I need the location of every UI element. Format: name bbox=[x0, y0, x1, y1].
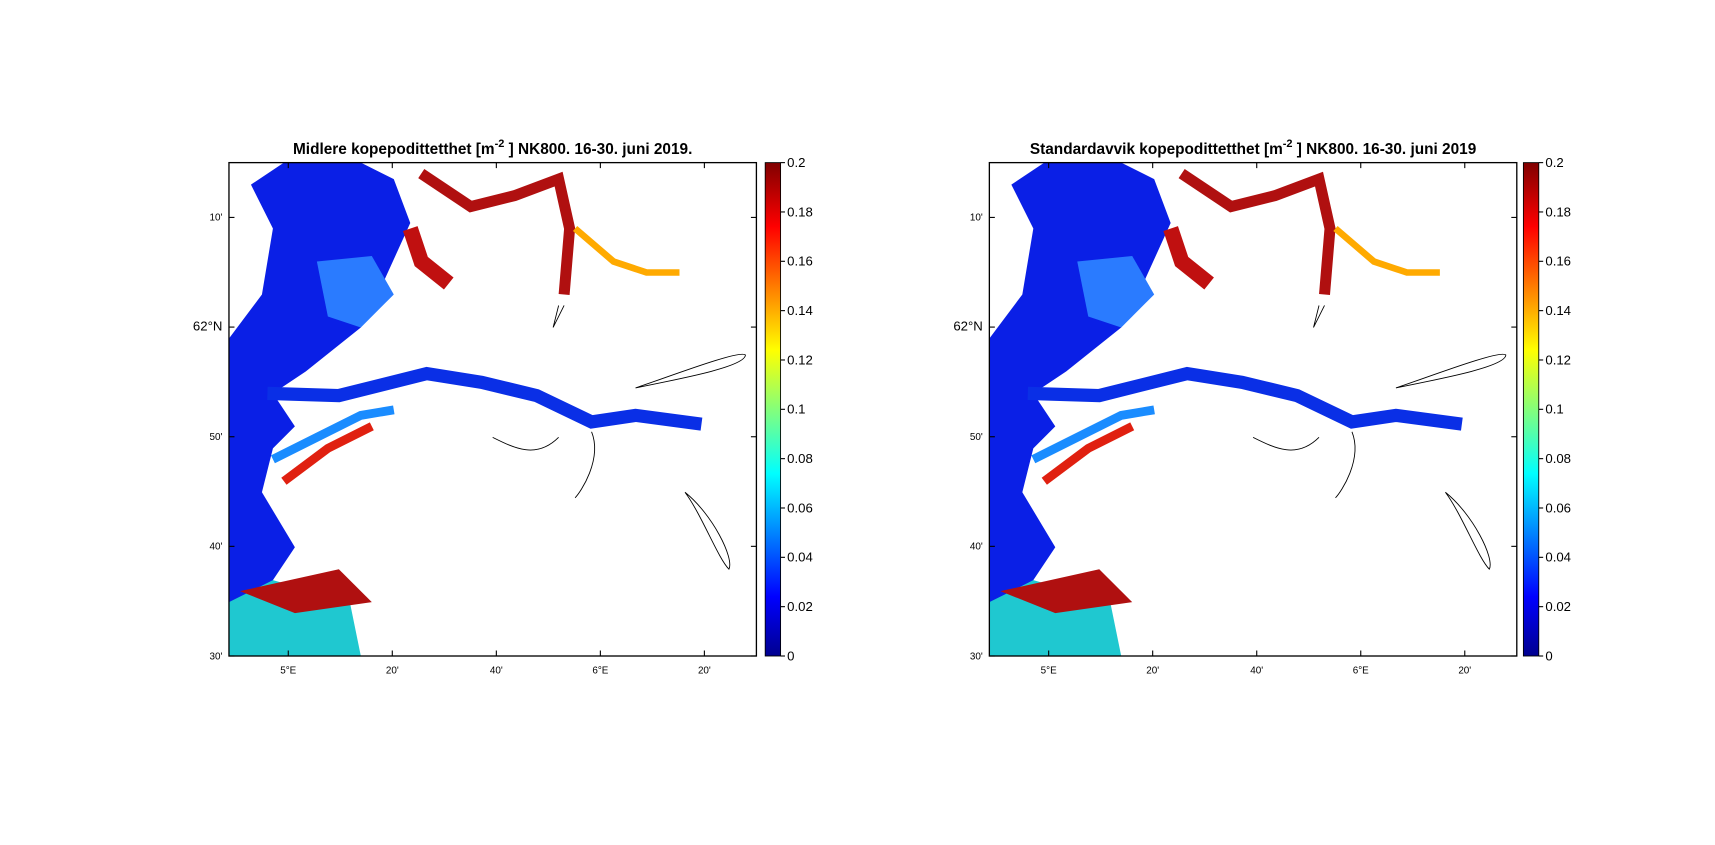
colorbar bbox=[764, 162, 782, 657]
x-tick-label: 20' bbox=[1146, 666, 1159, 677]
colorbar-tick-label: 0.06 bbox=[1545, 500, 1571, 515]
colorbar-tick-label: 0.12 bbox=[787, 352, 813, 367]
map-field bbox=[989, 163, 1505, 656]
x-tick-label: 40' bbox=[1250, 666, 1263, 677]
y-tick-label: 62°N bbox=[193, 318, 222, 333]
title-text-end: ] NK800. 16-30. juni 2019. bbox=[504, 141, 692, 158]
panel-title: Midlere kopepodittetthet [m-2 ] NK800. 1… bbox=[293, 138, 692, 158]
y-tick-label: 50' bbox=[970, 432, 983, 443]
colorbar-tick-label: 0.16 bbox=[1545, 254, 1571, 269]
title-sup: -2 bbox=[1283, 138, 1293, 150]
x-tick-label: 20' bbox=[1458, 666, 1471, 677]
colorbar-tick-label: 0.04 bbox=[787, 550, 813, 565]
colorbar-tick-label: 0.18 bbox=[1545, 204, 1571, 219]
x-tick-label: 6°E bbox=[1353, 666, 1369, 677]
map-field bbox=[229, 163, 745, 656]
colorbar-tick-label: 0.16 bbox=[787, 254, 813, 269]
map-panel: Midlere kopepodittetthet [m-2 ] NK800. 1… bbox=[193, 138, 813, 676]
panel-title: Standardavvik kopepodittetthet [m-2 ] NK… bbox=[1030, 138, 1476, 158]
y-tick-label: 40' bbox=[970, 542, 983, 553]
y-tick-label: 40' bbox=[210, 542, 223, 553]
colorbar-tick-label: 0.18 bbox=[787, 204, 813, 219]
colorbar-tick-label: 0.04 bbox=[1545, 550, 1571, 565]
x-tick-label: 20' bbox=[698, 666, 711, 677]
y-tick-label: 30' bbox=[970, 651, 983, 662]
colorbar-tick-label: 0.1 bbox=[787, 402, 805, 417]
colorbar-tick-label: 0 bbox=[787, 648, 794, 663]
colorbar-tick-label: 0.06 bbox=[787, 500, 813, 515]
y-tick-label: 50' bbox=[210, 432, 223, 443]
y-tick-label: 62°N bbox=[953, 318, 982, 333]
colorbar-tick-label: 0.08 bbox=[787, 451, 813, 466]
colorbar-tick-label: 0.02 bbox=[1545, 599, 1571, 614]
x-tick-label: 5°E bbox=[1041, 666, 1057, 677]
x-tick-label: 5°E bbox=[280, 666, 296, 677]
title-text: Midlere kopepodittetthet [m bbox=[293, 141, 495, 158]
colorbar-tick-label: 0.08 bbox=[1545, 451, 1571, 466]
colorbar-tick-label: 0.12 bbox=[1545, 352, 1571, 367]
title-text-end: ] NK800. 16-30. juni 2019 bbox=[1293, 141, 1477, 158]
y-tick-label: 30' bbox=[210, 651, 223, 662]
axes-frame bbox=[228, 161, 758, 657]
colorbar-tick-label: 0.1 bbox=[1545, 402, 1563, 417]
x-tick-label: 20' bbox=[386, 666, 399, 677]
y-tick-label: 10' bbox=[210, 213, 223, 224]
colorbar-tick-label: 0.14 bbox=[1545, 303, 1571, 318]
x-tick-label: 40' bbox=[490, 666, 503, 677]
title-text: Standardavvik kopepodittetthet [m bbox=[1030, 141, 1283, 158]
colorbar-tick-label: 0.02 bbox=[787, 599, 813, 614]
colorbar-tick-label: 0.14 bbox=[787, 303, 813, 318]
x-tick-label: 6°E bbox=[592, 666, 608, 677]
y-tick-label: 10' bbox=[970, 213, 983, 224]
colorbar-tick-label: 0 bbox=[1545, 648, 1552, 663]
colorbar-tick-label: 0.2 bbox=[1545, 155, 1563, 170]
colorbar-tick-label: 0.2 bbox=[787, 155, 805, 170]
axes-frame bbox=[988, 161, 1518, 657]
colorbar bbox=[1522, 162, 1540, 657]
title-sup: -2 bbox=[495, 138, 505, 150]
map-panel: Standardavvik kopepodittetthet [m-2 ] NK… bbox=[953, 138, 1571, 676]
